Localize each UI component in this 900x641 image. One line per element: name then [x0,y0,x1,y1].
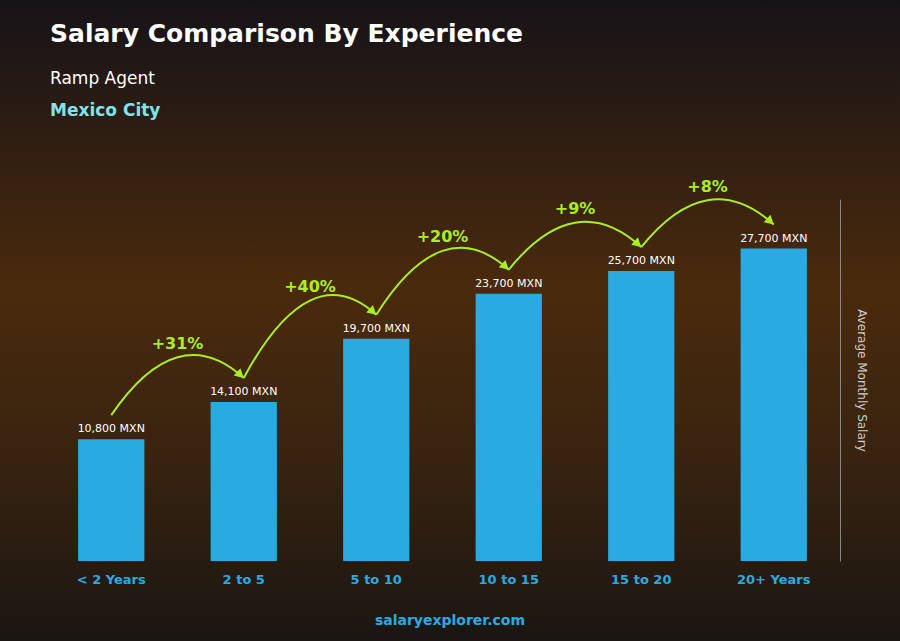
svg-text:10,800 MXN: 10,800 MXN [78,422,145,435]
svg-text:Ramp Agent: Ramp Agent [50,68,155,88]
svg-text:+40%: +40% [284,277,336,296]
svg-text:25,700 MXN: 25,700 MXN [608,254,675,267]
svg-text:Average Monthly Salary: Average Monthly Salary [855,309,869,452]
svg-text:+9%: +9% [555,199,596,218]
svg-text:2 to 5: 2 to 5 [223,572,265,587]
svg-text:5 to 10: 5 to 10 [351,572,402,587]
svg-text:Salary Comparison By Experienc: Salary Comparison By Experience [50,19,523,48]
svg-text:< 2 Years: < 2 Years [77,572,146,587]
svg-text:15 to 20: 15 to 20 [611,572,671,587]
svg-text:+31%: +31% [152,334,204,353]
svg-text:salaryexplorer.com: salaryexplorer.com [375,612,525,628]
svg-text:Mexico City: Mexico City [50,100,160,120]
svg-text:+8%: +8% [687,177,728,196]
svg-text:20+ Years: 20+ Years [737,572,811,587]
svg-text:19,700 MXN: 19,700 MXN [343,322,410,335]
svg-text:+20%: +20% [417,227,469,246]
svg-text:23,700 MXN: 23,700 MXN [475,277,542,290]
svg-text:27,700 MXN: 27,700 MXN [740,232,807,245]
svg-text:10 to 15: 10 to 15 [479,572,539,587]
svg-text:14,100 MXN: 14,100 MXN [210,385,277,398]
